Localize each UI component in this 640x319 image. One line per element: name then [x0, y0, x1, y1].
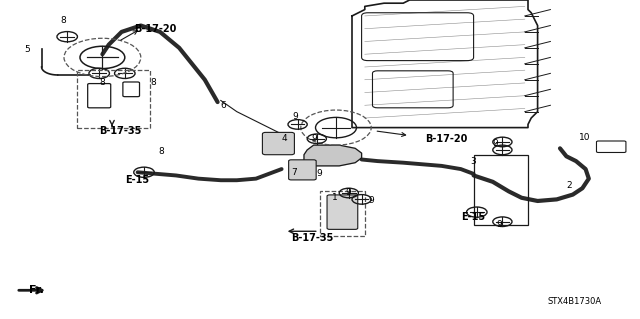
Text: 1: 1: [332, 193, 337, 202]
Text: 9: 9: [493, 139, 499, 148]
Polygon shape: [304, 145, 362, 166]
Bar: [320, 191, 365, 236]
Text: 5: 5: [24, 45, 30, 54]
Text: 9: 9: [346, 189, 351, 197]
Text: E-15: E-15: [461, 212, 485, 222]
Text: 9: 9: [496, 220, 502, 229]
Text: E-15: E-15: [125, 175, 149, 185]
Text: 2: 2: [566, 181, 572, 189]
Text: 9: 9: [317, 169, 323, 178]
Text: 8: 8: [99, 78, 105, 87]
Text: 9: 9: [368, 197, 374, 205]
Text: 7: 7: [291, 168, 297, 177]
Text: B-17-35: B-17-35: [99, 126, 141, 136]
Text: 3: 3: [470, 157, 476, 166]
Text: STX4B1730A: STX4B1730A: [547, 297, 602, 306]
Text: B-17-20: B-17-20: [426, 134, 468, 144]
Text: 9: 9: [312, 134, 317, 143]
Text: Fr.: Fr.: [29, 285, 44, 295]
FancyBboxPatch shape: [327, 195, 358, 229]
Text: 8: 8: [159, 147, 164, 156]
Text: 8: 8: [150, 78, 156, 87]
Bar: [77, 70, 150, 128]
Text: B-17-35: B-17-35: [291, 233, 333, 243]
FancyBboxPatch shape: [262, 132, 294, 155]
Text: 10: 10: [579, 133, 591, 142]
Text: 4: 4: [282, 134, 287, 143]
Text: B-17-20: B-17-20: [134, 24, 177, 34]
Bar: [474, 155, 528, 225]
Text: 6: 6: [221, 101, 227, 110]
FancyBboxPatch shape: [289, 160, 316, 180]
Text: 9: 9: [292, 112, 298, 121]
Text: 8: 8: [61, 16, 67, 25]
